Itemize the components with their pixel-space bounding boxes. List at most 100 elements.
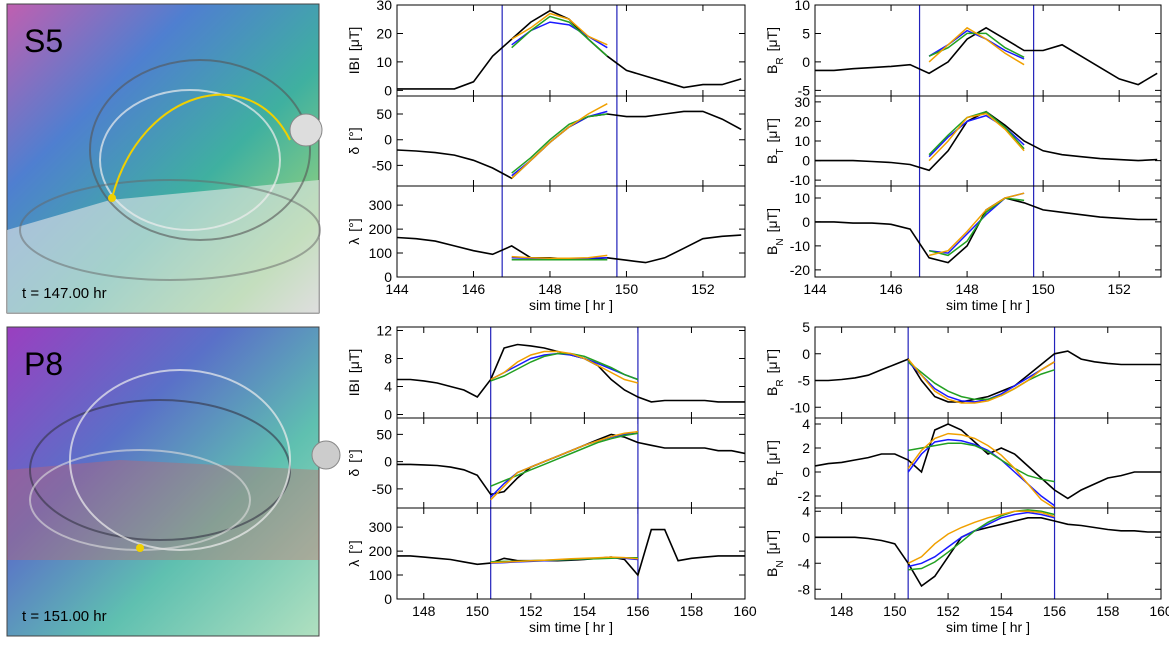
plot-frame bbox=[814, 507, 1162, 600]
plot-frame bbox=[814, 4, 1162, 97]
y-tick-label: 0 bbox=[384, 407, 392, 423]
fit-line bbox=[511, 15, 608, 57]
chart-panel: -20 -10 0 10 144 146 148 150 152 sim time [ hr ] B… bbox=[764, 185, 1162, 313]
x-tick-label: 150 bbox=[1031, 281, 1055, 297]
y-tick-label: 0 bbox=[802, 153, 810, 169]
y-label-symbol: δ bbox=[346, 469, 362, 477]
y-label-unit: [°] bbox=[346, 127, 362, 140]
x-tick-label: 158 bbox=[1096, 603, 1120, 619]
y-label-symbol: λ bbox=[346, 560, 362, 567]
x-tick-label: 150 bbox=[883, 603, 907, 619]
fit-line bbox=[490, 556, 638, 564]
y-axis-label: λ [°] bbox=[346, 218, 362, 244]
plot-frame bbox=[396, 4, 746, 97]
x-tick-label: 144 bbox=[803, 281, 827, 297]
y-tick-label: 10 bbox=[794, 190, 810, 206]
y-axis-label: BT [μT] bbox=[764, 440, 786, 486]
y-label-symbol: IBI bbox=[346, 379, 362, 396]
y-tick-label: 0 bbox=[384, 269, 392, 285]
chart-panel: -5 0 5 10 BR [μT] bbox=[764, 0, 1162, 98]
chart-panel: -8 -4 0 4 148 150 152 154 156 158 160 sim time [ hr… bbox=[764, 503, 1169, 635]
fit-line bbox=[511, 110, 608, 177]
y-tick-label: 50 bbox=[376, 426, 392, 442]
y-label-symbol: IBI bbox=[346, 57, 362, 74]
data-line bbox=[815, 517, 1161, 588]
y-label-sub: N bbox=[775, 560, 786, 567]
fit-line bbox=[907, 361, 1055, 403]
fit-line bbox=[907, 510, 1055, 564]
y-tick-label: -5 bbox=[798, 373, 811, 389]
fit-line bbox=[490, 432, 639, 487]
x-tick-label: 154 bbox=[573, 603, 597, 619]
chart-panel: 0 100 200 300 148 150 152 154 156 158 160 sim time … bbox=[346, 507, 757, 635]
data-line bbox=[815, 110, 1158, 172]
y-tick-label: 4 bbox=[802, 503, 810, 519]
plot-frame bbox=[814, 95, 1162, 187]
y-tick-label: -8 bbox=[798, 581, 811, 597]
x-tick-label: 148 bbox=[412, 603, 436, 619]
y-label-sub: T bbox=[775, 470, 786, 476]
fit-line bbox=[928, 112, 1025, 162]
y-tick-label: 300 bbox=[369, 197, 393, 213]
y-tick-label: -5 bbox=[798, 82, 811, 98]
y-tick-label: 5 bbox=[802, 25, 810, 41]
chart-panel: 0 100 200 300 144 146 148 150 152 sim time [ hr ]… bbox=[346, 185, 746, 313]
chart-panel: -2 0 2 4 BT [μT] bbox=[764, 416, 1162, 509]
plot-frame bbox=[396, 417, 746, 509]
chart-panel: -50 0 50 δ [°] bbox=[346, 417, 746, 509]
y-tick-label: 300 bbox=[369, 519, 393, 535]
x-axis-label: sim time [ hr ] bbox=[946, 297, 1030, 313]
y-tick-label: 0 bbox=[802, 54, 810, 70]
fit-line bbox=[908, 511, 1055, 568]
y-tick-label: 2 bbox=[802, 440, 810, 456]
y-axis-label: δ [°] bbox=[346, 127, 362, 154]
fit-line bbox=[929, 192, 1025, 254]
data-line bbox=[815, 197, 1158, 264]
y-tick-label: 10 bbox=[794, 133, 810, 149]
x-tick-label: 148 bbox=[955, 281, 979, 297]
y-label-symbol: λ bbox=[346, 238, 362, 245]
x-tick-label: 148 bbox=[830, 603, 854, 619]
y-label-unit: [μT] bbox=[764, 118, 780, 142]
y-label-unit: [μT] bbox=[346, 27, 362, 51]
y-label-symbol: B bbox=[764, 477, 780, 486]
y-tick-label: 0 bbox=[384, 591, 392, 607]
x-tick-label: 160 bbox=[1149, 603, 1169, 619]
y-tick-label: 50 bbox=[376, 106, 392, 122]
fit-line bbox=[490, 350, 639, 384]
y-label-unit: [μT] bbox=[346, 349, 362, 373]
y-label-symbol: B bbox=[764, 155, 780, 164]
y-axis-label: BT [μT] bbox=[764, 118, 786, 164]
x-tick-label: 160 bbox=[733, 603, 757, 619]
x-tick-label: 156 bbox=[626, 603, 650, 619]
y-tick-label: 5 bbox=[802, 319, 810, 335]
y-axis-label: BR [μT] bbox=[764, 27, 786, 74]
y-tick-label: -4 bbox=[798, 555, 811, 571]
y-axis-label: BN [μT] bbox=[764, 530, 786, 577]
plot-frame bbox=[396, 326, 746, 419]
y-tick-label: 0 bbox=[384, 132, 392, 148]
y-axis-label: BR [μT] bbox=[764, 349, 786, 396]
y-axis-label: λ [°] bbox=[346, 540, 362, 566]
fit-line bbox=[490, 432, 638, 498]
image-time: t = 151.00 hr bbox=[22, 608, 107, 625]
y-tick-label: 200 bbox=[369, 543, 393, 559]
x-axis-label: sim time [ hr ] bbox=[946, 619, 1030, 635]
y-tick-label: 20 bbox=[794, 113, 810, 129]
fit-line bbox=[928, 114, 1025, 158]
chart-panel: -10 -5 0 5 BR [μT] bbox=[764, 319, 1162, 419]
fit-line bbox=[907, 432, 1055, 508]
fit-line bbox=[908, 442, 1055, 483]
plot-frame bbox=[814, 417, 1162, 509]
x-tick-label: 152 bbox=[691, 281, 715, 297]
y-axis-label: δ [°] bbox=[346, 449, 362, 476]
y-tick-label: 8 bbox=[384, 351, 392, 367]
fit-line bbox=[511, 254, 608, 260]
fit-line bbox=[511, 12, 608, 46]
fit-line bbox=[490, 352, 639, 382]
plot-frame bbox=[396, 185, 746, 278]
y-label-symbol: δ bbox=[346, 147, 362, 155]
image-panel: P8 t = 151.00 hr bbox=[6, 326, 341, 637]
chart-panel: 0 4 8 12 IBI [μT] bbox=[346, 323, 746, 423]
